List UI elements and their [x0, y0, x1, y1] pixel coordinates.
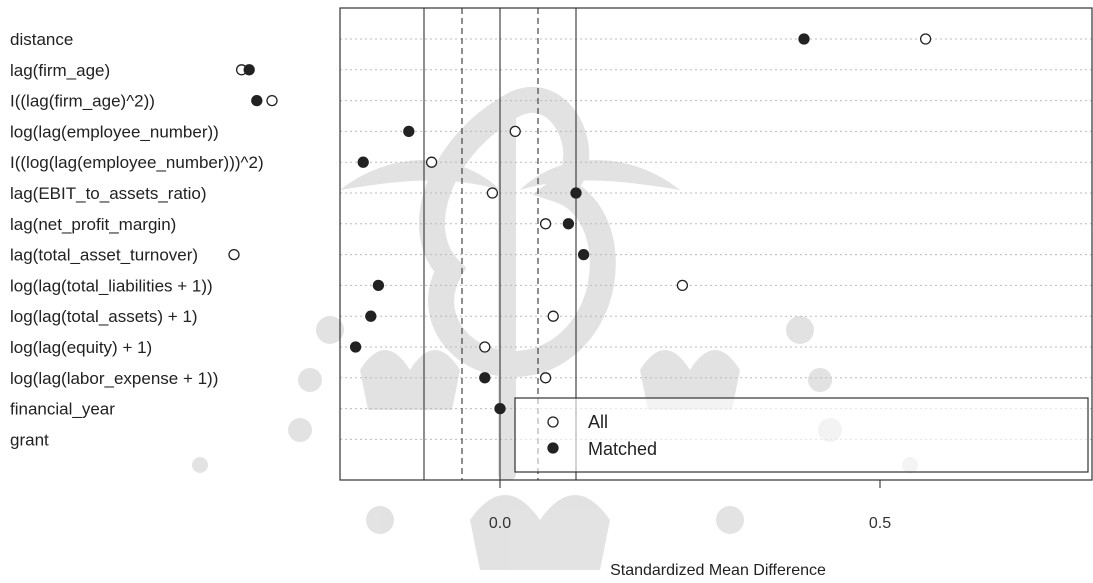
variable-labels: distance lag(firm_age) I((lag(firm_age)^2)…: [10, 30, 264, 449]
point-all: [486, 187, 499, 199]
x-tick-label: 0.5: [869, 515, 891, 532]
variable-label: distance: [10, 30, 73, 49]
variable-label: I((lag(firm_age)^2)): [10, 92, 155, 111]
point-matched: [372, 279, 385, 292]
legend-all-label: All: [588, 412, 608, 432]
variable-label: log(lag(employee_number)): [10, 122, 219, 141]
point-matched: [251, 94, 263, 107]
x-tick-label: 0.0: [489, 515, 511, 532]
point-matched: [349, 341, 362, 353]
point-matched: [403, 125, 415, 138]
x-axis-label: Standardized Mean Difference: [610, 562, 826, 579]
grid-lines: [340, 38, 1092, 440]
point-all: [479, 341, 491, 353]
point-all: [539, 372, 552, 384]
point-all: [547, 310, 559, 322]
point-all: [539, 218, 552, 230]
data-points: [228, 33, 932, 415]
point-matched: [562, 218, 575, 230]
x-axis-ticks: 0.00.51.01.5: [489, 480, 891, 532]
point-matched: [570, 187, 582, 199]
variable-label: grant: [10, 430, 49, 449]
variable-label: financial_year: [10, 400, 115, 419]
point-all: [509, 125, 521, 138]
point-all: [919, 33, 932, 45]
variable-label: lag(total_asset_turnover): [10, 246, 198, 265]
point-matched: [479, 372, 491, 384]
legend-matched-marker: [547, 442, 559, 454]
variable-label: lag(net_profit_margin): [10, 215, 176, 234]
variable-label: lag(EBIT_to_assets_ratio): [10, 184, 207, 203]
variable-label: log(lag(total_assets) + 1): [10, 307, 198, 326]
point-matched: [243, 64, 255, 76]
point-matched: [365, 310, 377, 322]
point-all: [676, 279, 689, 292]
variable-label: I((log(lag(employee_number)))^2): [10, 153, 264, 172]
point-all: [425, 156, 438, 168]
point-matched: [577, 248, 590, 261]
point-matched: [798, 33, 810, 45]
legend-box: [514, 397, 1089, 473]
variable-label: log(lag(equity) + 1): [10, 338, 152, 357]
plot-frame: [339, 7, 1093, 481]
point-all: [266, 94, 278, 107]
point-all: [228, 248, 240, 261]
point-matched: [357, 156, 369, 168]
legend: All Matched: [514, 397, 1089, 473]
legend-matched-label: Matched: [588, 439, 657, 459]
legend-all-marker: [547, 416, 559, 428]
variable-label: log(lag(total_liabilities + 1)): [10, 276, 213, 295]
variable-label: lag(firm_age): [10, 61, 110, 80]
point-matched: [494, 402, 506, 415]
variable-label: log(lag(labor_expense + 1)): [10, 369, 218, 388]
